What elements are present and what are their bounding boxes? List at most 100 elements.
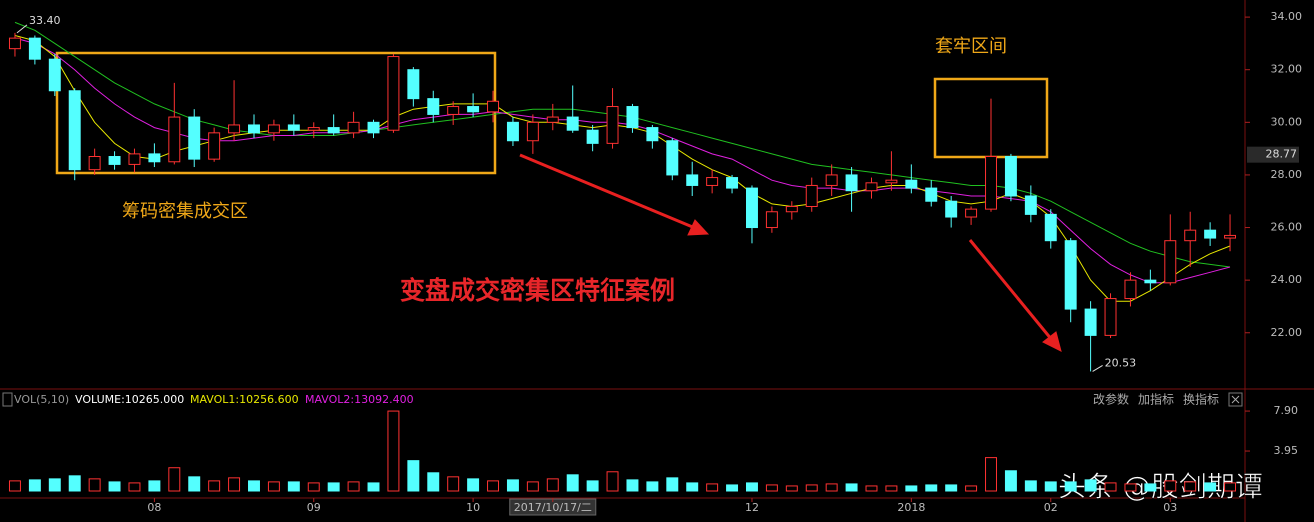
candle-body <box>467 106 480 113</box>
volume-readout: MAVOL1:10256.600 <box>190 393 299 406</box>
close-cross[interactable] <box>1231 395 1240 404</box>
volume-bar <box>845 483 858 492</box>
y-tick-label: 22.00 <box>1271 326 1303 339</box>
volume-bar <box>168 467 181 492</box>
candle-body <box>686 174 699 186</box>
volume-bar <box>606 471 619 492</box>
toolbar-button[interactable]: 加指标 <box>1138 392 1174 407</box>
candle-body <box>347 121 360 134</box>
x-tick-label: 09 <box>307 501 321 514</box>
volume-bar <box>8 480 21 492</box>
candle-body <box>845 174 858 192</box>
candle-body <box>248 124 260 134</box>
candle-body <box>108 156 121 165</box>
arrow-head <box>1042 331 1062 352</box>
candle-body <box>427 98 440 115</box>
toolbar-button[interactable]: 改参数 <box>1093 392 1129 407</box>
volume-bar <box>267 481 280 492</box>
candle-body <box>1084 308 1097 336</box>
volume-bar <box>1144 483 1157 492</box>
candle-body <box>8 37 21 50</box>
candle-body <box>1004 156 1017 197</box>
volume-bar <box>1104 482 1117 492</box>
volume-bar <box>427 472 440 492</box>
candle-body <box>925 187 938 202</box>
volume-bar <box>646 481 659 492</box>
annotation: 套牢区间 <box>935 36 1007 57</box>
candle-body <box>208 132 221 160</box>
close-box[interactable] <box>1228 392 1243 407</box>
candle-body <box>1024 195 1037 215</box>
candle-body <box>1064 240 1077 310</box>
candle-body <box>745 187 758 229</box>
y-tick-label: 34.00 <box>1271 10 1303 23</box>
volume-bar <box>626 479 639 492</box>
candle-body <box>188 116 201 160</box>
volume-bar <box>985 457 997 492</box>
candle-body <box>327 127 340 134</box>
volume-bar <box>88 478 101 492</box>
candle-body <box>506 121 519 142</box>
candle-body <box>785 205 798 213</box>
candle-body <box>168 116 181 163</box>
chip-zone-box <box>55 51 497 175</box>
volume-bar <box>965 485 978 492</box>
volume-bar <box>1024 480 1037 492</box>
last-price-label: 28.77 <box>1266 148 1298 161</box>
chart-title: 变盘成交密集区特征案例 <box>400 276 675 305</box>
volume-bar <box>347 481 360 492</box>
volume-bar <box>586 480 599 492</box>
candle-body <box>865 182 878 192</box>
arrow-shaft <box>519 153 696 230</box>
volume-bar <box>68 475 81 492</box>
candle-body <box>666 140 679 176</box>
candle-body <box>805 184 818 207</box>
volume-bar <box>307 482 320 492</box>
volume-bar <box>925 484 938 492</box>
volume-readout: MAVOL2:13092.400 <box>305 393 414 406</box>
volume-bar <box>447 476 460 492</box>
candle-body <box>1204 229 1217 239</box>
volume-bar <box>1064 481 1077 492</box>
close-button[interactable] <box>1228 392 1243 407</box>
volume-bar <box>706 483 719 492</box>
help-icon[interactable] <box>2 392 13 407</box>
y-tick-label: 3.95 <box>1274 444 1299 457</box>
volume-bar <box>487 480 500 492</box>
volume-bar <box>1204 482 1217 492</box>
volume-bar <box>327 482 340 492</box>
extreme-pointer <box>1092 364 1103 372</box>
annotation: 筹码密集成交区 <box>122 201 248 222</box>
volume-bar <box>407 460 420 492</box>
toolbar-button[interactable]: 换指标 <box>1183 392 1219 407</box>
candle-body <box>287 124 300 131</box>
volume-bar <box>785 485 798 492</box>
ma-line <box>14 21 1231 268</box>
volume-bar <box>805 484 818 492</box>
volume-bar <box>865 485 878 492</box>
candle-body <box>1144 279 1157 284</box>
volume-bar <box>248 480 260 492</box>
volume-bar <box>28 479 41 492</box>
candle-body <box>267 124 280 134</box>
candle-body <box>48 58 61 92</box>
candle-body <box>566 116 579 131</box>
candle-body <box>447 106 460 115</box>
y-tick-label: 26.00 <box>1271 221 1303 234</box>
candle-body <box>68 90 81 171</box>
volume-bar <box>1124 483 1137 492</box>
candle-body <box>1124 279 1137 300</box>
candle-body <box>1044 213 1057 242</box>
candle-body <box>726 177 739 189</box>
y-tick-label: 28.00 <box>1271 168 1303 181</box>
volume-bar <box>367 482 380 492</box>
candle-body <box>825 174 838 186</box>
volume-bar <box>745 482 758 492</box>
candle-body <box>765 211 778 229</box>
y-tick-label: 30.00 <box>1271 115 1303 128</box>
y-tick-label: 24.00 <box>1271 273 1303 286</box>
volume-bar <box>287 481 300 492</box>
